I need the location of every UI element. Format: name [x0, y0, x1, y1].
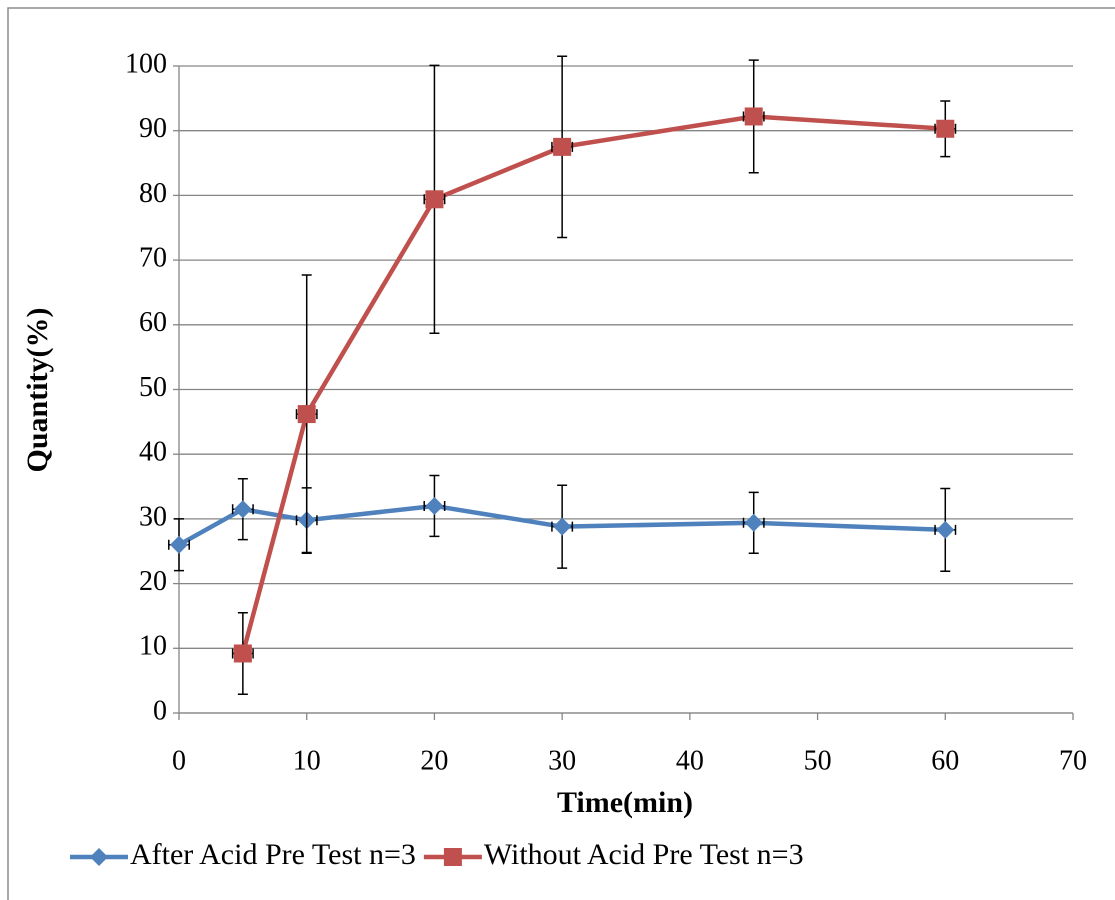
data-point — [233, 500, 252, 519]
y-tick-label: 30 — [139, 501, 167, 532]
y-axis-label: Quantity(%) — [21, 308, 54, 473]
y-tick-label: 10 — [139, 631, 167, 662]
data-point — [425, 190, 444, 209]
y-tick-label: 50 — [139, 372, 167, 403]
x-axis-label: Time(min) — [557, 786, 693, 819]
y-tick-label: 40 — [139, 437, 167, 468]
data-point — [553, 137, 572, 156]
legend-marker — [443, 848, 462, 866]
y-tick-label: 100 — [125, 48, 167, 79]
data-point — [936, 119, 955, 138]
x-tick-label: 40 — [676, 745, 704, 776]
series-line — [240, 114, 946, 655]
y-tick-label: 90 — [139, 113, 167, 144]
x-tick-label: 10 — [293, 745, 321, 776]
legend-label: After Acid Pre Test n=3 — [130, 838, 416, 871]
data-point — [233, 644, 252, 663]
data-point — [744, 513, 763, 532]
data-point — [170, 535, 188, 554]
x-tick-label: 20 — [420, 745, 448, 776]
y-tick-label: 70 — [139, 243, 167, 274]
x-tick-label: 50 — [804, 745, 832, 776]
x-tick-label: 60 — [931, 745, 959, 776]
data-point — [553, 517, 572, 536]
data-point — [744, 107, 763, 126]
data-point — [425, 496, 444, 515]
y-tick-label: 0 — [153, 695, 167, 726]
legend-marker — [90, 848, 108, 866]
y-tick-label: 60 — [139, 307, 167, 338]
data-point — [936, 520, 955, 539]
x-tick-label: 0 — [172, 745, 186, 776]
y-tick-label: 20 — [139, 566, 167, 597]
y-tick-label: 80 — [139, 178, 167, 209]
x-tick-label: 30 — [548, 745, 576, 776]
data-point — [297, 405, 316, 424]
legend-label: Without Acid Pre Test n=3 — [484, 838, 804, 871]
x-tick-label: 70 — [1059, 745, 1087, 776]
